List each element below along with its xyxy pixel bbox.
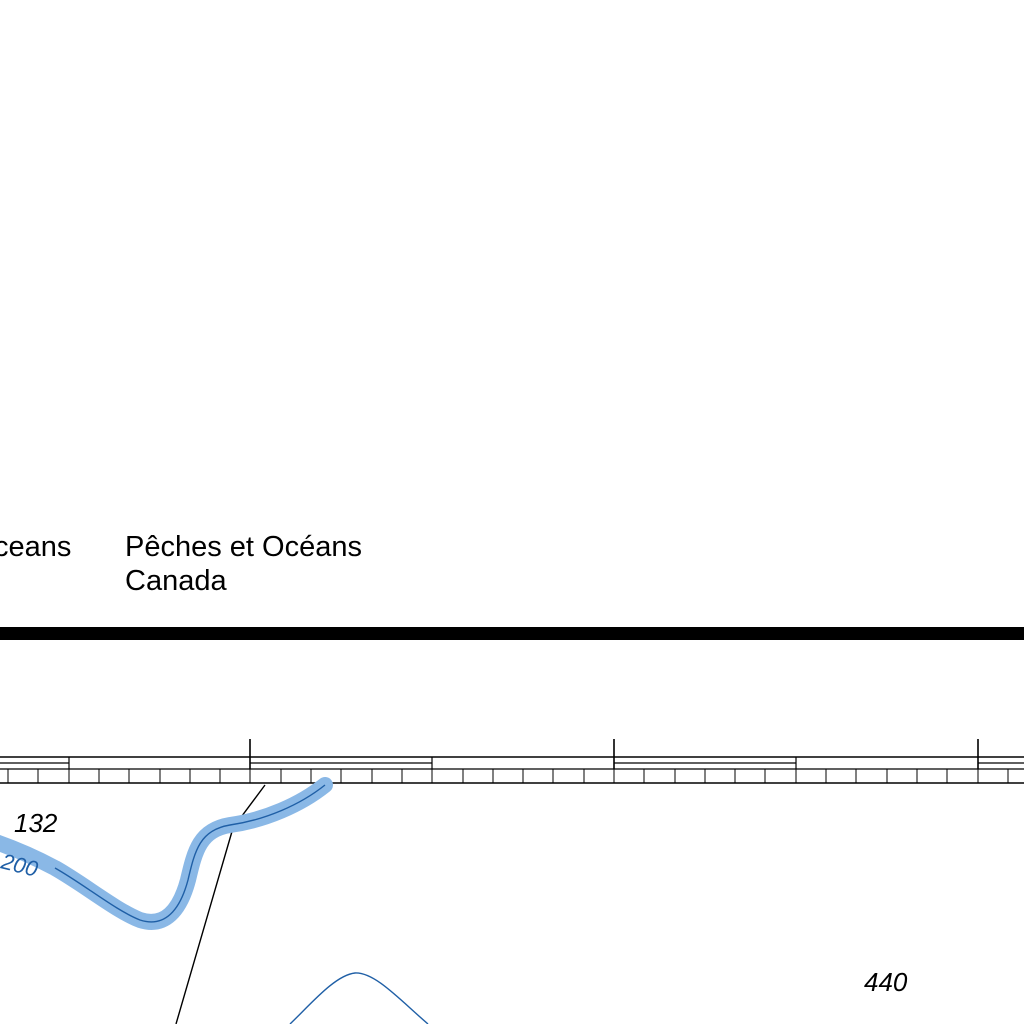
- agency-name: Pêches et Océans Canada: [125, 530, 362, 598]
- agency-name-line1: Pêches et Océans: [125, 531, 362, 563]
- contour-line: [54, 784, 326, 923]
- depth-contour-200: 200: [0, 777, 333, 930]
- agency-name-line2: Canada: [125, 565, 227, 597]
- chart-border-scale: [0, 739, 1024, 784]
- contour-highlight: [0, 777, 333, 930]
- agency-name-fragment: ceans: [0, 531, 72, 563]
- header-rule: [0, 627, 1024, 640]
- sounding-440: 440: [864, 967, 908, 997]
- depth-contour: [289, 972, 429, 1024]
- sounding-132: 132: [14, 808, 58, 838]
